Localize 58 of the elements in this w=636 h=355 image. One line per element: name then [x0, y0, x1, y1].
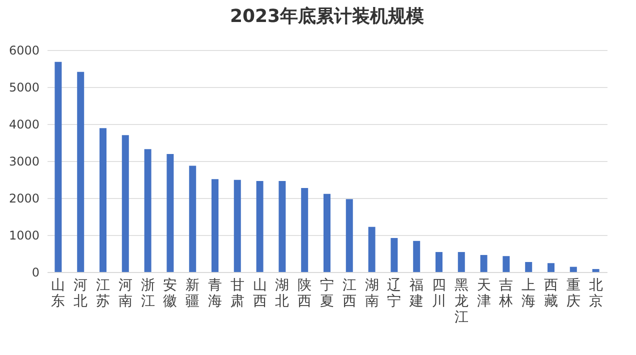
x-tick-label: 河南 [118, 278, 132, 310]
bar [525, 262, 532, 272]
bar [570, 266, 577, 272]
bar [166, 154, 174, 272]
x-tick-label: 江苏 [96, 278, 110, 310]
y-tick-label: 2000 [8, 192, 40, 206]
bar [413, 240, 420, 272]
bar [346, 199, 353, 272]
bar [189, 166, 196, 272]
bar [122, 135, 129, 272]
x-tick-label: 新疆 [186, 278, 200, 310]
bar [278, 180, 286, 272]
x-tick-label: 青海 [208, 278, 222, 310]
bar [458, 252, 465, 272]
x-tick-label: 山东 [51, 278, 66, 310]
x-tick-label: 江西 [342, 278, 356, 310]
x-tick-label: 陕西 [298, 278, 312, 310]
x-tick-label: 安徽 [163, 278, 178, 310]
bar [480, 254, 488, 272]
bar [54, 62, 62, 272]
bar [368, 226, 376, 272]
bar [502, 256, 510, 272]
x-tick-label: 重庆 [566, 278, 580, 310]
x-tick-label: 河北 [74, 278, 88, 310]
y-tick-label: 0 [32, 266, 40, 280]
x-tick-label: 天津 [476, 278, 491, 310]
y-tick-label: 5000 [8, 80, 40, 94]
chart-title: 2023年底累计装机规模 [230, 6, 424, 27]
y-tick-label: 1000 [8, 228, 40, 242]
bar [100, 128, 106, 272]
y-tick-label: 3000 [8, 154, 40, 168]
x-tick-label: 湖南 [364, 278, 379, 310]
x-tick-label: 四川 [432, 278, 446, 310]
bar [592, 269, 600, 272]
bar [144, 149, 152, 272]
bar [256, 180, 264, 272]
x-tick-label: 宁夏 [320, 278, 334, 310]
bar [324, 194, 330, 272]
x-tick-label: 吉林 [498, 278, 514, 310]
x-tick-label: 辽宁 [387, 278, 402, 310]
x-tick-label: 北京 [588, 278, 603, 310]
x-tick-label: 西藏 [544, 278, 558, 310]
x-tick-label: 上海 [522, 278, 536, 310]
x-tick-label: 福建 [408, 278, 424, 310]
x-tick-label: 湖北 [275, 278, 290, 310]
bar [234, 180, 241, 272]
x-tick-label: 甘肃 [230, 278, 244, 310]
bar [77, 72, 84, 272]
x-tick-label: 山西 [252, 278, 267, 310]
y-tick-label: 4000 [8, 118, 40, 132]
y-tick-label: 6000 [8, 44, 40, 58]
x-tick-label: 浙江 [140, 278, 155, 310]
bar [548, 263, 554, 272]
bar [212, 179, 218, 272]
bar [390, 238, 398, 272]
bar [301, 188, 308, 272]
bar [436, 252, 442, 272]
x-tick-label: 黑龙江 [454, 278, 468, 326]
